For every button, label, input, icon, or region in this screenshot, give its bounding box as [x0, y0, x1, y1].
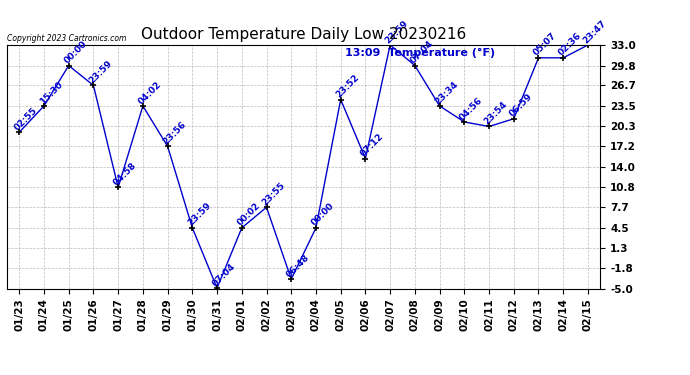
Text: 00:00: 00:00: [62, 39, 88, 66]
Text: 05:07: 05:07: [532, 31, 559, 58]
Text: 06:48: 06:48: [285, 252, 311, 279]
Text: 07:04: 07:04: [408, 39, 435, 66]
Text: 23:47: 23:47: [582, 18, 609, 45]
Text: 23:52: 23:52: [335, 73, 361, 99]
Text: 23:59: 23:59: [384, 18, 411, 45]
Text: 04:02: 04:02: [137, 80, 163, 106]
Text: 02:36: 02:36: [557, 31, 583, 58]
Text: 04:56: 04:56: [458, 95, 484, 122]
Text: 07:12: 07:12: [359, 132, 386, 159]
Text: 13:09  Temperature (°F): 13:09 Temperature (°F): [345, 48, 495, 57]
Text: 23:56: 23:56: [161, 120, 188, 146]
Text: 06:59: 06:59: [507, 92, 534, 119]
Text: 07:04: 07:04: [210, 261, 237, 288]
Title: Outdoor Temperature Daily Low 20230216: Outdoor Temperature Daily Low 20230216: [141, 27, 466, 42]
Text: 23:59: 23:59: [186, 201, 213, 228]
Text: 23:34: 23:34: [433, 79, 460, 106]
Text: 02:55: 02:55: [13, 106, 39, 132]
Text: 00:00: 00:00: [310, 201, 336, 228]
Text: 23:59: 23:59: [87, 59, 114, 86]
Text: 04:58: 04:58: [112, 161, 139, 188]
Text: 23:54: 23:54: [483, 100, 509, 126]
Text: 23:55: 23:55: [260, 181, 287, 207]
Text: 15:30: 15:30: [38, 80, 64, 106]
Text: 00:02: 00:02: [235, 201, 262, 228]
Text: Copyright 2023 Cartronics.com: Copyright 2023 Cartronics.com: [7, 34, 126, 43]
